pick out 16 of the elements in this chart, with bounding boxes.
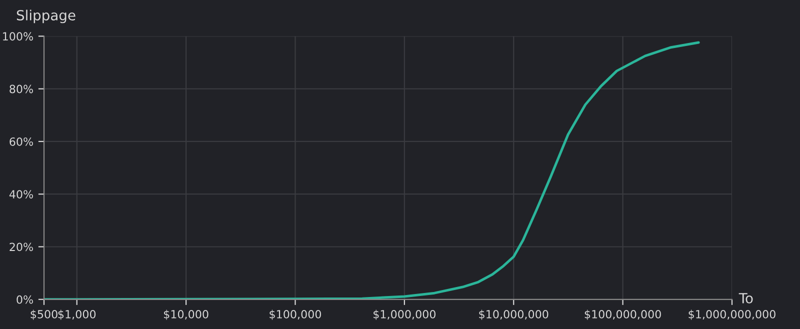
y-tick-label: 20% [10, 242, 33, 252]
x-tick-label: $500 [30, 310, 58, 320]
chart-title: Slippage [16, 10, 76, 24]
y-tick-label: 60% [10, 137, 33, 146]
y-tick-label: 0% [16, 295, 33, 304]
y-tick-label: 100% [3, 32, 33, 41]
x-tick-label: $1,000 [58, 310, 96, 320]
x-tick-label: $10,000 [164, 310, 208, 320]
x-tick-label: $1,000,000,000 [688, 310, 776, 320]
x-axis-title: To [738, 293, 753, 304]
x-tick-label: $10,000,000 [479, 310, 548, 320]
x-tick-label: $100,000,000 [584, 310, 661, 320]
y-tick-label: 80% [10, 84, 33, 94]
x-tick-label: $100,000 [270, 310, 322, 320]
y-tick-label: 40% [9, 190, 33, 198]
x-tick-label: $1,000,000 [374, 310, 436, 320]
